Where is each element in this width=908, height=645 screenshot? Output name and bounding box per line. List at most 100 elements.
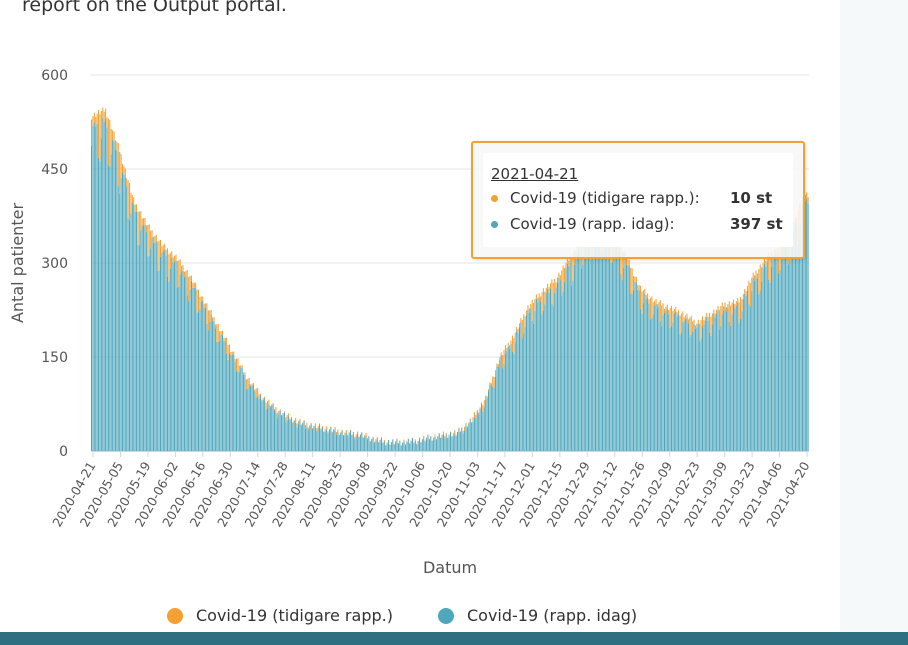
bar-today — [264, 398, 266, 451]
bar-today — [502, 368, 504, 451]
bar-today — [551, 303, 553, 451]
bar-earlier — [199, 296, 201, 310]
bar-today — [590, 259, 592, 451]
bar-earlier — [659, 300, 661, 322]
bar-earlier — [728, 301, 730, 323]
bar-earlier — [196, 289, 198, 313]
bar-earlier — [473, 412, 475, 418]
legend-item-today[interactable]: Covid-19 (rapp. idag) — [438, 606, 637, 625]
bar-today — [293, 420, 295, 451]
legend-item-earlier[interactable]: Covid-19 (tidigare rapp.) — [167, 606, 393, 625]
bar-today — [399, 440, 401, 451]
bar-today — [448, 435, 450, 451]
bar-earlier — [95, 116, 97, 127]
bar-today — [513, 353, 515, 451]
bar-today — [549, 288, 551, 451]
bar-today — [361, 432, 363, 451]
bar-today — [447, 438, 449, 451]
bar-today — [740, 318, 742, 451]
bar-today — [685, 319, 687, 451]
bar-today — [621, 280, 623, 451]
bar-today — [700, 338, 702, 451]
bar-today — [205, 307, 207, 451]
bar-today — [129, 220, 131, 451]
bar-today — [633, 290, 635, 451]
bar-earlier — [620, 244, 622, 274]
bar-today — [365, 435, 367, 451]
bar-today — [597, 220, 599, 451]
bar-today — [665, 310, 667, 451]
bar-earlier — [259, 393, 261, 396]
bar-today — [466, 427, 468, 451]
bar-today — [206, 323, 208, 451]
bar-today — [744, 293, 746, 451]
bar-earlier — [131, 194, 133, 203]
bar-earlier — [457, 431, 459, 433]
bar-today — [766, 262, 768, 451]
bar-today — [407, 438, 409, 451]
bar-today — [221, 334, 223, 451]
bar-earlier — [741, 299, 743, 312]
bar-today — [426, 438, 428, 451]
bar-earlier — [365, 432, 367, 436]
bar-earlier — [424, 440, 426, 443]
bar-earlier — [200, 296, 202, 302]
bar-today — [541, 314, 543, 451]
bar-today — [544, 304, 546, 451]
bar-earlier — [231, 351, 233, 355]
bar-earlier — [556, 277, 559, 283]
bar-today — [648, 303, 650, 451]
bar-today — [107, 165, 109, 451]
bar-earlier — [220, 331, 222, 335]
bar-earlier — [240, 365, 242, 368]
bar-earlier — [226, 337, 228, 354]
bar-today — [454, 433, 456, 451]
bar-today — [100, 138, 102, 451]
bar-today — [461, 428, 463, 451]
bar-earlier — [435, 439, 437, 440]
tooltip-date: 2021-04-21 — [491, 165, 579, 183]
tooltip-inner — [483, 153, 793, 247]
bar-earlier — [186, 270, 188, 296]
bar-earlier — [564, 267, 566, 283]
bar-earlier — [145, 225, 147, 233]
bar-earlier — [129, 182, 131, 221]
bar-today — [98, 157, 100, 451]
bar-today — [640, 308, 642, 451]
bar-today — [227, 359, 229, 451]
bar-today — [321, 426, 323, 451]
bar-today — [344, 435, 346, 451]
bar-earlier — [561, 270, 563, 296]
bar-today — [748, 304, 750, 451]
bar-today — [303, 420, 305, 451]
bar-earlier — [692, 321, 694, 332]
bar-today — [497, 366, 499, 451]
bar-earlier — [507, 342, 509, 347]
bar-today — [693, 323, 695, 451]
bar-today — [136, 211, 138, 451]
bar-today — [288, 416, 290, 451]
bar-earlier — [243, 372, 245, 375]
bar-today — [274, 410, 276, 451]
bar-earlier — [686, 313, 688, 318]
bar-earlier — [143, 218, 145, 226]
bar-earlier — [444, 436, 446, 439]
bar-earlier — [268, 399, 270, 404]
bar-today — [213, 321, 215, 451]
bar-earlier — [540, 296, 542, 302]
bar-earlier — [459, 431, 461, 432]
bar-earlier — [414, 439, 416, 441]
bar-earlier — [257, 387, 259, 397]
bar-earlier — [147, 225, 149, 257]
bar-earlier — [352, 431, 354, 433]
bar-earlier — [572, 253, 574, 282]
bar-today — [368, 436, 370, 451]
bar-earlier — [678, 310, 680, 315]
bar-earlier — [763, 258, 765, 264]
bar-today — [537, 302, 539, 451]
bar-today — [671, 326, 673, 451]
bar-today — [357, 433, 359, 451]
bar-today — [727, 308, 729, 451]
bar-today — [794, 223, 796, 451]
bar-earlier — [386, 442, 388, 444]
